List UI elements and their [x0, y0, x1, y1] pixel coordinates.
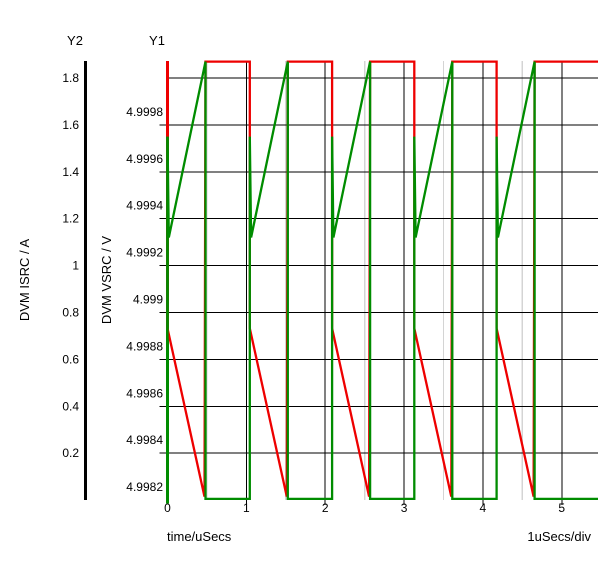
y2-tick-label: 0.4: [62, 399, 79, 413]
y1-tick-label: 4.9998: [126, 105, 163, 119]
x-tick-label: 0: [164, 501, 171, 515]
x-axis-label: time/uSecs: [167, 529, 232, 544]
isrc-trace: [166, 60, 598, 497]
y1-axis-name: Y1: [149, 33, 165, 48]
y1-tick-label: 4.9996: [126, 152, 163, 166]
y2-axis-label: DVM ISRC / A: [17, 239, 32, 322]
y2-tick-label: 1.2: [62, 212, 79, 226]
y2-tick-label: 0.6: [62, 352, 79, 366]
y1-tick-label: 4.9994: [126, 199, 163, 213]
y1-tick-label: 4.9984: [126, 433, 163, 447]
y1-tick-label: 4.9992: [126, 246, 163, 260]
y2-tick-label: 1.6: [62, 118, 79, 132]
vsrc-trace: [166, 61, 598, 501]
x-tick-label: 5: [558, 501, 565, 515]
x-tick-label: 1: [243, 501, 250, 515]
x-tick-label: 3: [401, 501, 408, 515]
y1-tick-label: 4.9986: [126, 386, 163, 400]
y2-tick-label: 1.4: [62, 165, 79, 179]
x-tick-label: 2: [322, 501, 329, 515]
x-div-label: 1uSecs/div: [527, 529, 591, 544]
y2-tick-label: 1.8: [62, 71, 79, 85]
y1-tick-label: 4.999: [133, 293, 163, 307]
y2-tick-label: 0.2: [62, 446, 79, 460]
y1-tick-label: 4.9988: [126, 339, 163, 353]
x-tick-label: 4: [480, 501, 487, 515]
y2-tick-label: 1: [72, 259, 79, 273]
y1-tick-label: 4.9982: [126, 480, 163, 494]
y2-tick-label: 0.8: [62, 306, 79, 320]
y2-axis-name: Y2: [67, 33, 83, 48]
y1-axis-label: DVM VSRC / V: [99, 236, 114, 324]
plot-generated-layer: 1.8 1.6 1.4 1.2 1 0.8 0.6 0.4 0.2 4.9998 4.9996 4.9…: [62, 60, 598, 515]
